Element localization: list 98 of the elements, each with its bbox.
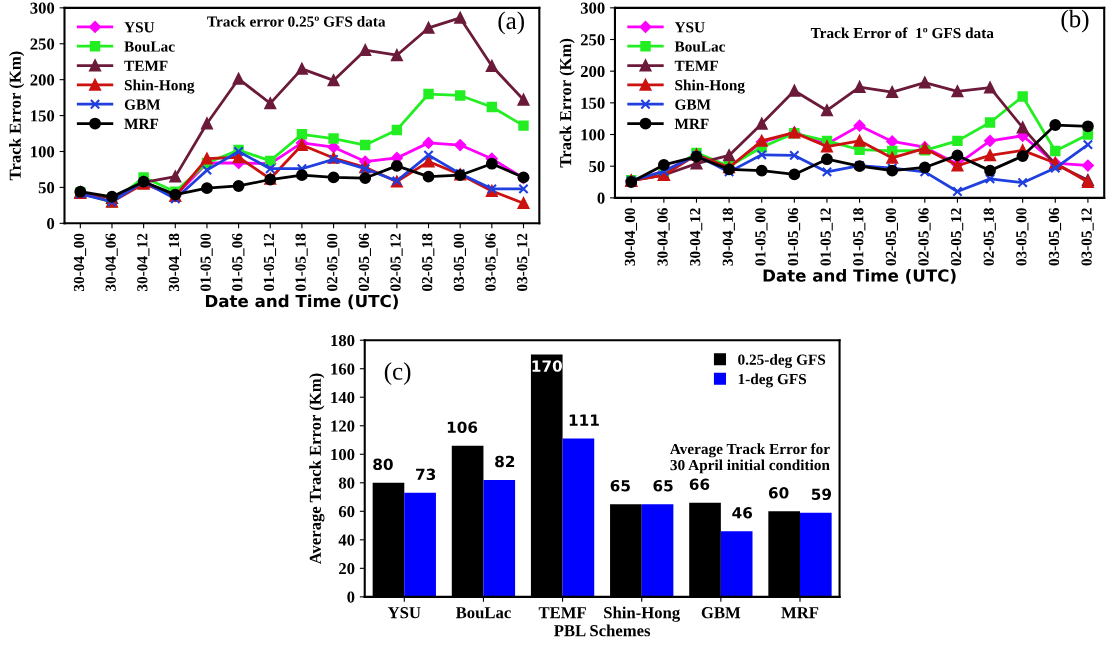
annotation: (c) xyxy=(384,362,411,385)
data-label: 170 xyxy=(532,360,562,372)
annotation: Track error 0.25º GFS data xyxy=(207,15,386,27)
legend-label: MRF xyxy=(124,118,159,129)
annotation: Track Error of 1º GFS data xyxy=(810,27,994,39)
legend-label: GBM xyxy=(124,99,161,110)
legend-label: YSU xyxy=(124,22,155,33)
x-tick-label: 30-04_06 xyxy=(657,208,670,266)
x-tick-label: 03-05_00 xyxy=(453,233,466,292)
legend-label: MRF xyxy=(674,118,709,129)
x-tick-label: BouLac xyxy=(455,607,511,619)
x-tick-label: 01-05_00 xyxy=(755,208,768,266)
x-tick-label: 02-05_18 xyxy=(983,208,996,266)
x-tick-label: 02-05_06 xyxy=(918,208,931,266)
y-axis-title: Track Error (Km) xyxy=(559,38,575,168)
legend-label: GBM xyxy=(675,99,711,110)
y-tick-label: 180 xyxy=(331,334,355,347)
x-tick-label: 01-05_12 xyxy=(820,208,833,266)
x-tick-label: 03-05_06 xyxy=(485,233,498,292)
annotation: (a) xyxy=(498,11,524,35)
x-tick-label: 02-05_00 xyxy=(327,233,340,292)
x-tick-label: 01-05_06 xyxy=(232,233,245,292)
y-tick-label: 20 xyxy=(339,563,355,575)
data-label: 111 xyxy=(569,414,599,426)
legend-label: TEMF xyxy=(674,60,718,71)
y-tick-label: 100 xyxy=(581,129,605,141)
x-tick-label: 03-05_06 xyxy=(1048,208,1062,266)
data-label: 65 xyxy=(610,479,630,492)
x-tick-label: 02-05_12 xyxy=(950,208,964,266)
data-label: 82 xyxy=(495,455,515,468)
x-tick-label: 30-04_18 xyxy=(168,233,182,292)
x-tick-label: 30-04_18 xyxy=(722,208,735,266)
annotation: Average Track Error for 30 April initial condition xyxy=(669,443,830,474)
y-tick-label: 250 xyxy=(580,34,605,46)
y-tick-label: 200 xyxy=(30,74,55,86)
legend-label: Shin-Hong xyxy=(675,79,745,94)
y-axis-title: Track Error (Km) xyxy=(9,51,25,181)
legend-label: 1-deg GFS xyxy=(738,373,807,388)
x-tick-label: MRF xyxy=(781,607,819,619)
y-tick-label: 100 xyxy=(31,146,55,158)
y-tick-label: 0 xyxy=(597,192,605,204)
legend-label: YSU xyxy=(674,22,705,33)
y-tick-label: 200 xyxy=(580,65,605,78)
x-tick-label: 03-05_00 xyxy=(1016,208,1029,266)
y-tick-label: 80 xyxy=(338,477,355,489)
data-label: 65 xyxy=(653,479,673,492)
x-tick-label: Shin-Hong xyxy=(604,606,680,622)
x-tick-label: 30-04_12 xyxy=(137,233,150,292)
y-tick-label: 250 xyxy=(30,38,55,50)
data-label: 106 xyxy=(447,421,478,434)
annotation: (b) xyxy=(1061,9,1089,33)
y-tick-label: 160 xyxy=(331,363,355,375)
x-axis-title: Date and Time (UTC) xyxy=(763,268,956,284)
y-tick-label: 150 xyxy=(31,110,55,122)
x-tick-label: 03-05_12 xyxy=(1081,208,1094,266)
data-label: 46 xyxy=(732,507,753,519)
x-tick-label: 03-05_12 xyxy=(517,233,530,292)
y-tick-label: 0 xyxy=(47,218,55,230)
legend-label: BouLac xyxy=(124,41,175,52)
x-tick-label: 01-05_18 xyxy=(853,208,866,266)
x-tick-label: GBM xyxy=(701,607,741,619)
x-axis-title: PBL Schemes xyxy=(554,624,651,637)
legend-label: BouLac xyxy=(674,41,726,52)
x-axis-title: Date and Time (UTC) xyxy=(205,294,398,310)
y-tick-label: 0 xyxy=(347,591,355,603)
y-tick-label: 120 xyxy=(331,420,355,432)
x-tick-label: 01-05_12 xyxy=(263,233,277,292)
data-label: 60 xyxy=(768,487,789,499)
data-label: 80 xyxy=(373,458,393,471)
x-tick-label: 30-04_00 xyxy=(73,233,87,292)
data-label: 66 xyxy=(689,478,710,491)
legend-label: Shin-Hong xyxy=(124,79,195,94)
y-tick-label: 100 xyxy=(331,448,355,461)
x-tick-label: 02-05_00 xyxy=(885,208,898,266)
x-tick-label: 02-05_06 xyxy=(358,233,372,292)
x-tick-label: TEMF xyxy=(538,607,586,619)
x-tick-label: 02-05_12 xyxy=(390,233,403,292)
x-tick-label: 01-05_18 xyxy=(295,233,308,292)
y-axis-title: Average Track Error (Km) xyxy=(309,373,325,565)
x-tick-label: YSU xyxy=(387,607,421,619)
x-tick-label: 02-05_18 xyxy=(422,233,435,292)
y-tick-label: 150 xyxy=(581,97,605,109)
y-tick-label: 50 xyxy=(38,182,55,194)
data-label: 73 xyxy=(416,468,436,481)
data-label: 59 xyxy=(811,488,832,501)
y-tick-label: 40 xyxy=(338,534,355,546)
x-tick-label: 01-05_00 xyxy=(200,233,213,292)
x-tick-label: 30-04_00 xyxy=(624,208,638,266)
y-tick-label: 300 xyxy=(30,2,55,14)
x-tick-label: 30-04_12 xyxy=(690,208,703,266)
legend-label: TEMF xyxy=(124,60,168,71)
y-tick-label: 300 xyxy=(580,2,605,14)
y-tick-label: 60 xyxy=(338,506,355,518)
x-tick-label: 01-05_06 xyxy=(787,208,801,266)
y-tick-label: 50 xyxy=(589,160,605,173)
y-tick-label: 140 xyxy=(331,391,355,404)
x-tick-label: 30-04_06 xyxy=(105,233,118,292)
legend-label: 0.25-deg GFS xyxy=(738,354,826,369)
